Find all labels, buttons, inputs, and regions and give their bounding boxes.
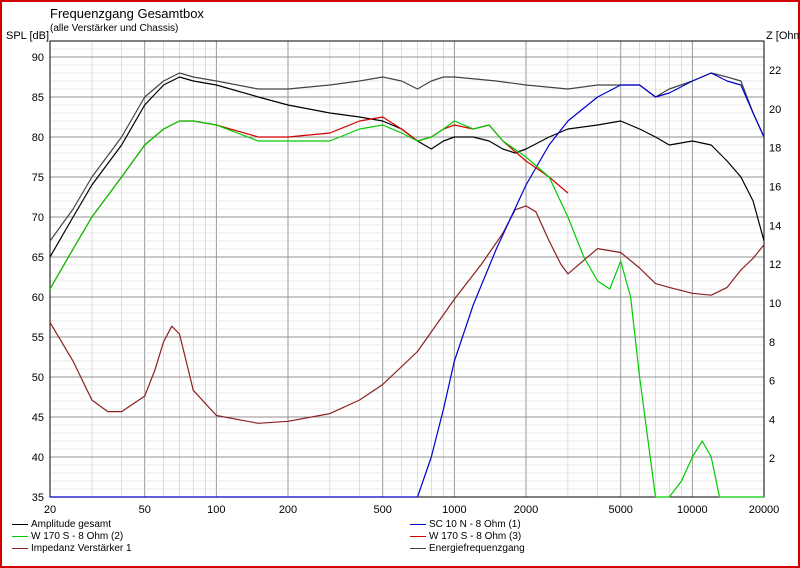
x-tick-label: 20 [44,504,56,516]
legend-swatch [12,523,28,525]
y2-tick-label: 8 [769,337,775,349]
y2-tick-label: 10 [769,298,781,310]
y2-tick-label: 6 [769,376,775,388]
legend-right: SC 10 N - 8 Ohm (1) W 170 S - 8 Ohm (3) … [410,518,525,554]
legend-item: W 170 S - 8 Ohm (3) [410,530,525,542]
legend-item: Amplitude gesamt [12,518,132,530]
legend-label: SC 10 N - 8 Ohm (1) [429,518,521,530]
y-tick-label: 40 [32,452,44,464]
x-tick-label: 500 [374,504,392,516]
legend-label: Impedanz Verstärker 1 [31,542,132,554]
y-tick-label: 85 [32,92,44,104]
y2-tick-label: 16 [769,182,781,194]
x-tick-label: 50 [139,504,151,516]
y-axis-label: SPL [dB] [6,30,49,42]
y-tick-label: 50 [32,372,44,384]
legend-item: SC 10 N - 8 Ohm (1) [410,518,525,530]
y2-tick-label: 18 [769,143,781,155]
y2-tick-label: 22 [769,65,781,77]
y-tick-label: 55 [32,332,44,344]
y-tick-label: 80 [32,132,44,144]
y2-tick-label: 4 [769,414,775,426]
x-tick-label: 100 [207,504,225,516]
legend-left: Amplitude gesamt W 170 S - 8 Ohm (2) Imp… [12,518,132,554]
legend-label: Amplitude gesamt [31,518,112,530]
x-tick-label: 5000 [608,504,632,516]
x-tick-label: 20000 [749,504,780,516]
y2-axis-label: Z [Ohm] [766,30,800,42]
legend-item: W 170 S - 8 Ohm (2) [12,530,132,542]
series-line [50,72,765,498]
y2-tick-label: 14 [769,220,781,232]
legend-label: W 170 S - 8 Ohm (3) [429,530,522,542]
chart-subtitle: (alle Verstärker und Chassis) [50,23,179,34]
legend-item: Energiefrequenzgang [410,542,525,554]
chart-title: Frequenzgang Gesamtbox [50,6,204,21]
plot-area [49,40,765,498]
y2-tick-label: 2 [769,453,775,465]
legend-swatch [12,535,28,537]
x-tick-label: 2000 [514,504,538,516]
series-line [49,76,765,258]
series-line [49,72,765,242]
series-line [49,205,765,424]
x-tick-label: 1000 [442,504,466,516]
legend-label: W 170 S - 8 Ohm (2) [31,530,124,542]
legend-swatch [410,523,426,525]
x-tick-label: 200 [279,504,297,516]
y-tick-label: 60 [32,292,44,304]
series-line [49,120,764,498]
legend-item: Impedanz Verstärker 1 [12,542,132,554]
y-tick-label: 90 [32,52,44,64]
legend-label: Energiefrequenzgang [429,542,525,554]
legend-swatch [410,535,426,537]
y2-tick-label: 12 [769,259,781,271]
y-tick-label: 45 [32,412,44,424]
y-tick-label: 75 [32,172,44,184]
y-tick-label: 70 [32,212,44,224]
legend-swatch [12,547,28,549]
y-tick-label: 35 [32,492,44,504]
y2-tick-label: 20 [769,104,781,116]
x-tick-label: 10000 [677,504,708,516]
y-tick-label: 65 [32,252,44,264]
legend-swatch [410,547,426,549]
